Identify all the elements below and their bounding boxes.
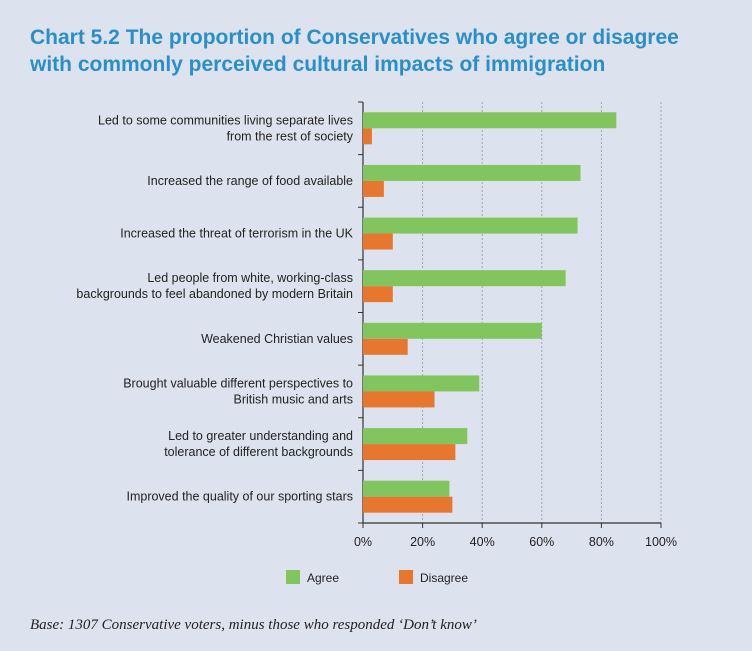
x-tick-label: 100% <box>645 535 677 549</box>
bar-disagree <box>363 128 372 145</box>
bar-agree <box>363 217 578 234</box>
category-label: Led to greater understanding and <box>168 429 353 443</box>
category-label: tolerance of different backgrounds <box>164 445 353 459</box>
bar-agree <box>363 270 566 287</box>
category-label: backgrounds to feel abandoned by modern … <box>76 287 353 301</box>
bar-disagree <box>363 444 456 461</box>
legend-swatch-disagree <box>399 570 413 584</box>
bar-chart: 0% 20% 40% 60% 80% 100% Led to some communitie… <box>76 101 677 585</box>
category-label: Improved the quality of our sporting sta… <box>126 490 353 504</box>
bar-disagree <box>363 496 453 513</box>
category-label: Led to some communities living separate … <box>98 113 353 127</box>
category-label: Increased the threat of terrorism in the… <box>120 227 353 241</box>
x-tick-label: 60% <box>529 535 554 549</box>
x-tick-label: 0% <box>354 535 372 549</box>
category-label: British music and arts <box>234 392 353 406</box>
legend-label-disagree: Disagree <box>420 571 468 585</box>
legend-swatch-agree <box>286 570 300 584</box>
legend-label-agree: Agree <box>307 571 339 585</box>
bar-agree <box>363 480 450 497</box>
bar-agree <box>363 322 542 339</box>
bar-disagree <box>363 391 435 408</box>
category-label: Led people from white, working-class <box>147 271 353 285</box>
x-tick-label: 20% <box>410 535 435 549</box>
bar-disagree <box>363 233 393 250</box>
bar-agree <box>363 112 617 129</box>
chart-title: Chart 5.2 The proportion of Conservative… <box>30 24 730 78</box>
chart-title-line-2: with commonly perceived cultural impacts… <box>30 53 606 76</box>
category-label: Increased the range of food available <box>147 174 353 188</box>
category-label: from the rest of society <box>227 129 354 143</box>
bar-agree <box>363 428 468 445</box>
bar-agree <box>363 375 480 392</box>
footnote: Base: 1307 Conservative voters, minus th… <box>30 617 477 633</box>
category-label: Weakened Christian values <box>201 332 353 346</box>
x-tick-label: 40% <box>470 535 495 549</box>
category-label: Brought valuable different perspectives … <box>123 376 353 390</box>
chart-title-line-1: Chart 5.2 The proportion of Conservative… <box>30 26 679 49</box>
x-tick-label: 80% <box>589 535 614 549</box>
bar-disagree <box>363 286 393 303</box>
bar-disagree <box>363 338 408 355</box>
bar-disagree <box>363 180 384 197</box>
bar-agree <box>363 164 581 181</box>
